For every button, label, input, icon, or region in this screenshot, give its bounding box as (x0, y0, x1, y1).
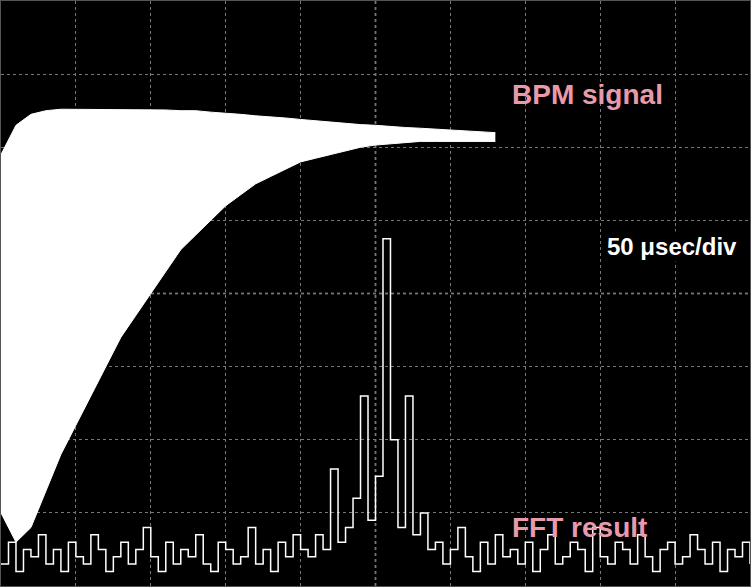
svg-text:FFT result: FFT result (512, 512, 647, 543)
svg-text:50 μsec/div: 50 μsec/div (607, 233, 737, 260)
svg-text:BPM signal: BPM signal (512, 79, 663, 110)
